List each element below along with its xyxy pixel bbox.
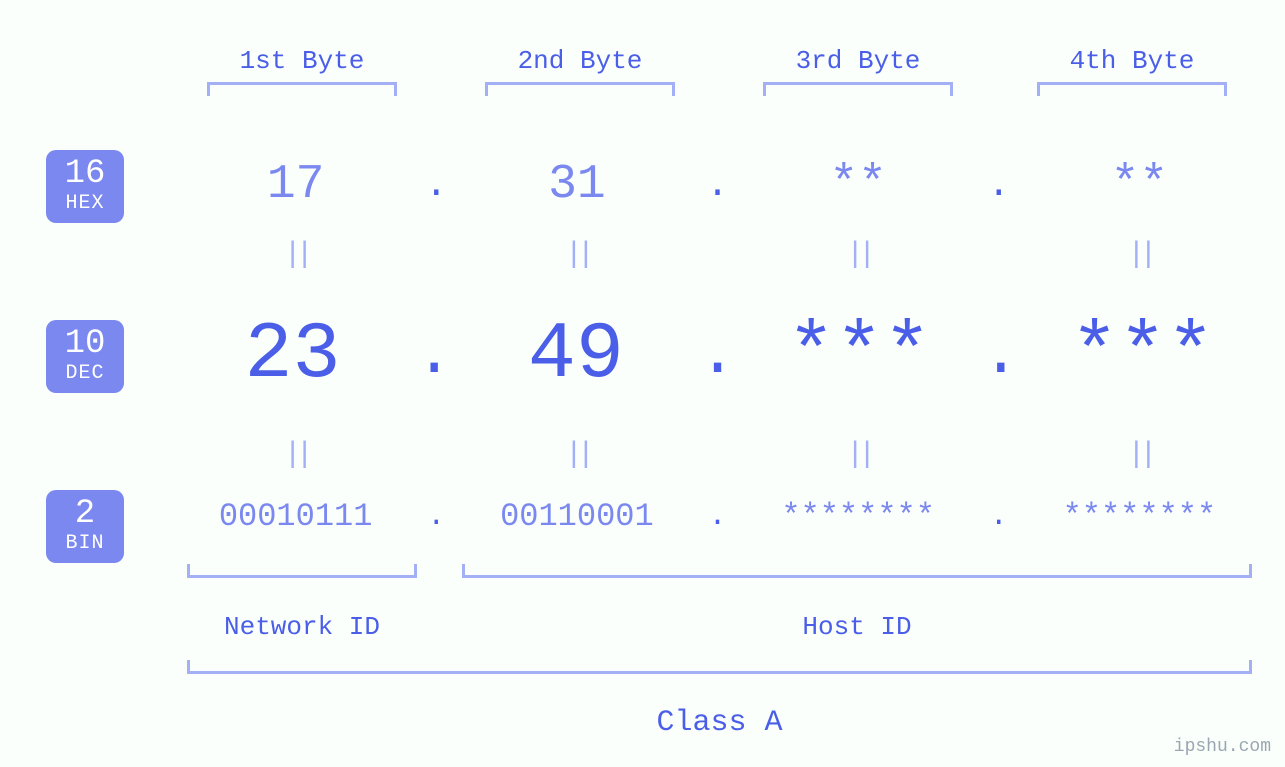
dot-dec-1: . [415, 320, 453, 392]
badge-hex-label: HEX [46, 193, 124, 215]
dot-dec-3: . [982, 320, 1020, 392]
eq-icon: || [170, 438, 421, 472]
dot-bin-2: . [703, 500, 733, 534]
bin-byte-1: 00010111 [170, 498, 421, 535]
eq-icon: || [170, 238, 421, 272]
row-bin: 00010111 . 00110001 . ******** . *******… [170, 498, 1265, 535]
bin-byte-2: 00110001 [451, 498, 702, 535]
byte-header-3: 3rd Byte [743, 46, 973, 76]
hex-byte-1: 17 [170, 158, 421, 212]
badge-bin: 2 BIN [46, 490, 124, 563]
label-network-id: Network ID [187, 612, 417, 642]
bracket-byte-3 [763, 82, 953, 96]
dot-hex-3: . [984, 164, 1014, 207]
bracket-network-id [187, 564, 417, 578]
bracket-host-id [462, 564, 1252, 578]
dec-byte-4: *** [1020, 310, 1265, 401]
watermark: ipshu.com [1174, 737, 1271, 757]
bin-byte-3: ******** [733, 498, 984, 535]
byte-header-2: 2nd Byte [465, 46, 695, 76]
eq-icon: || [733, 238, 984, 272]
badge-dec: 10 DEC [46, 320, 124, 393]
dot-hex-1: . [421, 164, 451, 207]
badge-hex-num: 16 [46, 156, 124, 193]
bracket-class [187, 660, 1252, 674]
bracket-byte-1 [207, 82, 397, 96]
dec-byte-3: *** [737, 310, 982, 401]
eq-icon: || [451, 438, 702, 472]
row-hex: 17 . 31 . ** . ** [170, 158, 1265, 212]
byte-header-4: 4th Byte [1017, 46, 1247, 76]
dot-dec-2: . [698, 320, 736, 392]
dec-byte-2: 49 [453, 310, 698, 401]
bin-byte-4: ******** [1014, 498, 1265, 535]
badge-bin-label: BIN [46, 533, 124, 555]
dot-bin-3: . [984, 500, 1014, 534]
bracket-byte-4 [1037, 82, 1227, 96]
badge-hex: 16 HEX [46, 150, 124, 223]
row-eq-1: || || || || [170, 238, 1265, 272]
badge-dec-label: DEC [46, 363, 124, 385]
row-eq-2: || || || || [170, 438, 1265, 472]
label-host-id: Host ID [462, 612, 1252, 642]
dot-bin-1: . [421, 500, 451, 534]
eq-icon: || [451, 238, 702, 272]
eq-icon: || [1014, 238, 1265, 272]
diagram-root: 1st Byte 2nd Byte 3rd Byte 4th Byte 16 H… [0, 0, 1285, 767]
eq-icon: || [733, 438, 984, 472]
row-dec: 23 . 49 . *** . *** [170, 310, 1265, 401]
bracket-byte-2 [485, 82, 675, 96]
hex-byte-4: ** [1014, 158, 1265, 212]
badge-dec-num: 10 [46, 326, 124, 363]
dot-hex-2: . [703, 164, 733, 207]
byte-header-1: 1st Byte [187, 46, 417, 76]
label-class: Class A [187, 706, 1252, 740]
dec-byte-1: 23 [170, 310, 415, 401]
badge-bin-num: 2 [46, 496, 124, 533]
hex-byte-3: ** [733, 158, 984, 212]
eq-icon: || [1014, 438, 1265, 472]
hex-byte-2: 31 [451, 158, 702, 212]
